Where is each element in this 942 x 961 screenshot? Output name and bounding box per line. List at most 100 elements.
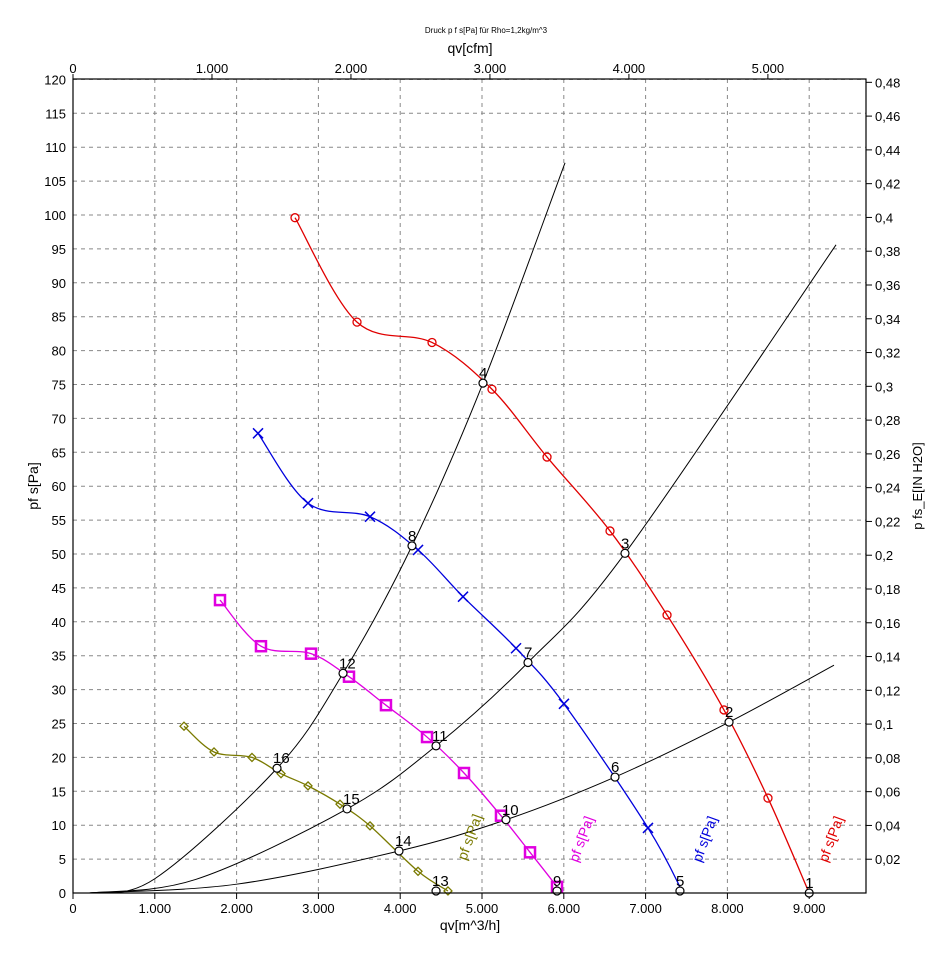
data-point bbox=[523, 846, 537, 859]
y-tick-label: 100 bbox=[44, 208, 66, 223]
system-curve bbox=[89, 244, 837, 894]
y-tick-label: 0 bbox=[59, 886, 66, 901]
data-point bbox=[457, 591, 469, 603]
data-point bbox=[413, 866, 423, 877]
data-point bbox=[558, 698, 570, 710]
data-point bbox=[605, 526, 615, 536]
x-tick-label: 3.000 bbox=[302, 901, 335, 916]
x-tick-label: 8.000 bbox=[711, 901, 744, 916]
operating-point-label: 1 bbox=[805, 875, 813, 892]
y2-tick-label: 0,12 bbox=[875, 683, 900, 698]
y2-tick-label: 0,38 bbox=[875, 244, 900, 259]
y2-tick-label: 0,24 bbox=[875, 481, 900, 496]
operating-point-label: 8 bbox=[408, 528, 416, 545]
operating-point bbox=[407, 541, 417, 551]
y-tick-label: 110 bbox=[45, 140, 66, 155]
x-axis-label: qv[m^3/h] bbox=[440, 917, 500, 933]
y-tick-label: 75 bbox=[52, 378, 66, 393]
y-tick-label: 90 bbox=[52, 276, 66, 291]
data-point bbox=[487, 384, 497, 394]
series-label: pf s[Pa] bbox=[689, 814, 720, 864]
y-tick-label: 35 bbox=[52, 649, 66, 664]
y-tick-label: 20 bbox=[52, 750, 66, 765]
system-curve bbox=[89, 162, 566, 894]
y-tick-label: 30 bbox=[52, 683, 66, 698]
data-point bbox=[457, 766, 471, 780]
x2-tick-label: 5.000 bbox=[752, 61, 785, 76]
y-tick-label: 80 bbox=[52, 344, 66, 359]
y2-tick-label: 0,42 bbox=[875, 177, 900, 192]
x2-tick-label: 0 bbox=[69, 61, 76, 76]
chart-title: Druck p f s[Pa] für Rho=1,2kg/m^3 bbox=[425, 26, 548, 35]
y2-tick-label: 0,18 bbox=[875, 582, 900, 597]
y2-tick-label: 0,48 bbox=[875, 75, 900, 90]
y-tick-label: 50 bbox=[52, 547, 66, 562]
x2-tick-label: 2.000 bbox=[335, 61, 368, 76]
operating-point bbox=[523, 657, 533, 668]
y2-tick-label: 0,46 bbox=[875, 109, 900, 124]
x-tick-label: 7.000 bbox=[629, 901, 662, 916]
y2-tick-label: 0,22 bbox=[875, 514, 900, 529]
y-tick-label: 55 bbox=[52, 513, 66, 528]
y2-tick-label: 0,02 bbox=[875, 852, 900, 867]
operating-point-label: 2 bbox=[725, 704, 733, 721]
y2-tick-label: 0,36 bbox=[875, 278, 900, 293]
data-point bbox=[254, 639, 268, 653]
y2-tick-label: 0,1 bbox=[875, 717, 893, 732]
y2-tick-label: 0,3 bbox=[875, 379, 893, 394]
x-tick-label: 5.000 bbox=[466, 901, 499, 916]
y2-tick-label: 0,04 bbox=[875, 818, 900, 833]
operating-point-label: 6 bbox=[611, 759, 619, 776]
y2-tick-label: 0,06 bbox=[875, 785, 900, 800]
y-tick-label: 65 bbox=[52, 445, 66, 460]
y-tick-label: 105 bbox=[44, 174, 66, 189]
data-point bbox=[365, 820, 375, 831]
operating-point-label: 7 bbox=[524, 644, 532, 661]
x-tick-label: 0 bbox=[69, 901, 76, 916]
data-point bbox=[335, 799, 345, 810]
operating-point-label: 13 bbox=[432, 873, 449, 890]
x2-tick-label: 3.000 bbox=[474, 61, 507, 76]
y-tick-label: 10 bbox=[52, 818, 66, 833]
series-label: pf s[Pa] bbox=[454, 812, 485, 862]
operating-point bbox=[342, 804, 352, 814]
data-point bbox=[427, 337, 437, 348]
operating-point-label: 9 bbox=[553, 873, 561, 890]
x-tick-label: 6.000 bbox=[548, 901, 581, 916]
y2-axis-label: p fs_E[IN H2O] bbox=[910, 442, 925, 529]
series-line bbox=[257, 432, 684, 894]
y2-tick-label: 0,4 bbox=[875, 210, 893, 225]
y-tick-label: 70 bbox=[52, 411, 66, 426]
operating-point-label: 5 bbox=[676, 873, 684, 890]
y2-tick-label: 0,2 bbox=[875, 548, 893, 563]
y2-tick-label: 0,44 bbox=[875, 143, 900, 158]
series-line bbox=[219, 599, 561, 894]
operating-point bbox=[620, 548, 630, 558]
operating-point bbox=[338, 668, 348, 678]
y-axis-label: pf s[Pa] bbox=[25, 462, 41, 509]
data-point bbox=[304, 647, 318, 660]
data-point bbox=[213, 593, 227, 607]
y-tick-label: 95 bbox=[52, 242, 66, 257]
data-point bbox=[252, 427, 264, 439]
y-tick-label: 5 bbox=[59, 852, 66, 867]
data-point bbox=[763, 793, 773, 803]
y2-tick-label: 0,32 bbox=[875, 346, 900, 361]
y2-tick-label: 0,28 bbox=[875, 413, 900, 428]
series-label: pf s[Pa] bbox=[565, 814, 596, 864]
operating-point-label: 4 bbox=[479, 365, 487, 382]
series-line bbox=[294, 217, 810, 894]
y-tick-label: 120 bbox=[44, 72, 66, 87]
operating-point-label: 3 bbox=[621, 535, 629, 552]
operating-point bbox=[431, 741, 441, 751]
y2-tick-label: 0,26 bbox=[875, 447, 900, 462]
data-point bbox=[364, 511, 376, 523]
plot-frame bbox=[72, 78, 867, 894]
data-point bbox=[303, 780, 313, 791]
operating-point bbox=[610, 772, 620, 782]
operating-point bbox=[478, 378, 488, 388]
x-tick-label: 1.000 bbox=[139, 901, 172, 916]
operating-point-label: 16 bbox=[273, 750, 290, 767]
y-tick-label: 60 bbox=[52, 479, 66, 494]
